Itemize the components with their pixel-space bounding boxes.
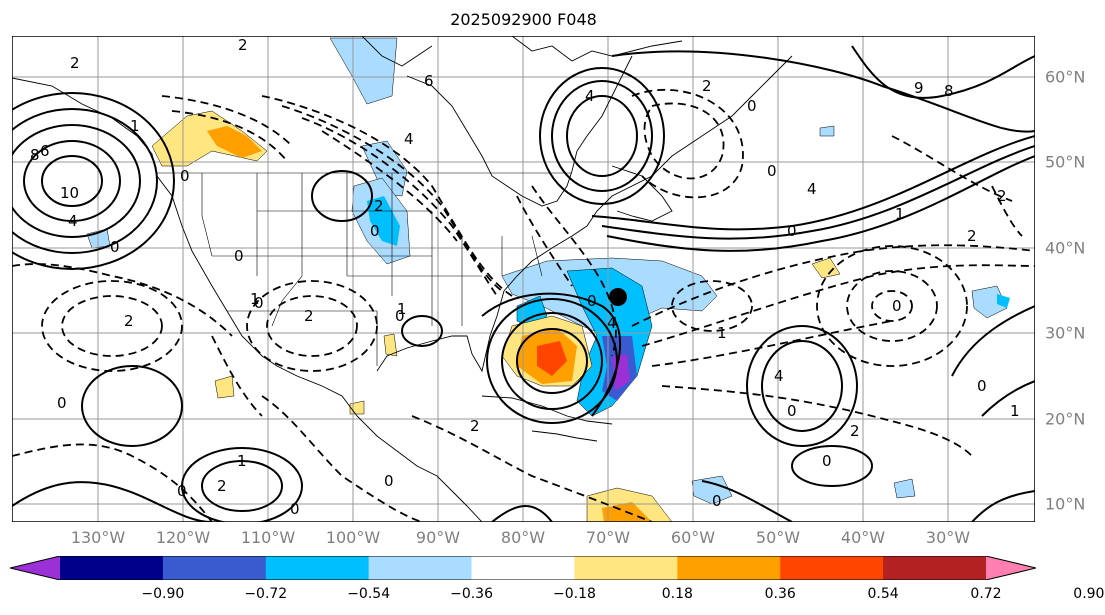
contour-label: 1 xyxy=(130,117,140,135)
colorbar-tick-label: −0.72 xyxy=(244,586,288,602)
colorbar-cell xyxy=(677,556,781,580)
contour-label: 0 xyxy=(177,482,187,500)
state-borders xyxy=(157,172,572,366)
contour-label: 0 xyxy=(822,452,832,470)
colorbar-tick-label: 0.36 xyxy=(764,586,796,602)
lon-label: 70°W xyxy=(585,528,631,547)
colorbar-extend-high xyxy=(986,556,1036,580)
colorbar-tick-label: −0.90 xyxy=(141,586,185,602)
contour-label: 0 xyxy=(787,402,797,420)
contour-label: 2 xyxy=(470,417,480,435)
contour-label: 4 xyxy=(607,314,617,332)
lon-label: 30°W xyxy=(925,528,971,547)
colorbar-cell xyxy=(162,556,267,580)
colorbar-cell xyxy=(368,556,473,580)
contour-label: 0 xyxy=(384,472,394,490)
colorbar-tick-label: 0.72 xyxy=(970,586,1002,602)
lon-label: 50°W xyxy=(755,528,801,547)
contour-label: 4 xyxy=(774,367,784,385)
lon-label: 130°W xyxy=(70,528,126,547)
lat-label: 10°N xyxy=(1045,494,1086,514)
solid-contours xyxy=(12,45,1035,522)
lat-label: 20°N xyxy=(1045,409,1086,429)
lat-label: 60°N xyxy=(1045,67,1086,87)
contour-label: 0 xyxy=(767,162,777,180)
lat-label: 50°N xyxy=(1045,152,1086,172)
colorbar-tick-label: −0.18 xyxy=(552,586,596,602)
contour-label: 4 xyxy=(585,87,595,105)
colorbar-cell xyxy=(883,556,987,580)
contour-label: 8 xyxy=(30,146,40,164)
contour-label: 4 xyxy=(404,130,414,148)
contour-label: 1 xyxy=(1010,402,1020,420)
lon-label: 100°W xyxy=(325,528,381,547)
lon-label: 110°W xyxy=(240,528,296,547)
contour-label: 10 xyxy=(60,184,79,202)
lon-label: 90°W xyxy=(415,528,461,547)
colorbar-cell xyxy=(574,556,678,580)
colorbar-tick-label: −0.36 xyxy=(450,586,493,602)
colorbar-tick-label: 0.18 xyxy=(661,586,693,602)
contour-label: 4 xyxy=(807,180,817,198)
contour-label: 1 xyxy=(250,290,260,308)
contour-label: 2 xyxy=(238,36,248,54)
contour-label: 0 xyxy=(57,394,67,412)
lat-label: 30°N xyxy=(1045,323,1086,343)
contour-label: 2 xyxy=(374,197,384,215)
contour-label: 0 xyxy=(234,247,244,265)
contour-label: 0 xyxy=(110,238,120,256)
contour-label: 8 xyxy=(944,82,954,100)
lat-label: 40°N xyxy=(1045,238,1086,258)
contour-label: 0 xyxy=(587,292,597,310)
contour-label: 0 xyxy=(180,167,190,185)
contour-label: 2 xyxy=(304,307,314,325)
dashed-contours xyxy=(12,88,1035,522)
contour-label: 2 xyxy=(217,477,227,495)
lon-label: 80°W xyxy=(500,528,546,547)
contour-label: 6 xyxy=(424,72,434,90)
contour-label: 0 xyxy=(747,97,757,115)
contour-label: 4 xyxy=(68,212,78,230)
contour-label: 1 xyxy=(237,452,247,470)
contour-label: 1 xyxy=(717,324,727,342)
colorbar xyxy=(10,556,1036,580)
contour-label: 2 xyxy=(702,77,712,95)
colorbar-tick-label: 0.54 xyxy=(867,586,899,602)
contour-label: 0 xyxy=(977,377,987,395)
contour-label: 0 xyxy=(395,307,405,325)
contour-labels: 2 2 6 4 2 0 0 9 8 4 6 10 8 4 0 1 0 4 0 2… xyxy=(30,36,1020,518)
contour-label: 2 xyxy=(850,422,860,440)
colorbar-extend-low xyxy=(10,556,60,580)
lon-label: 40°W xyxy=(840,528,886,547)
map-title: 2025092900 F048 xyxy=(450,10,597,29)
contour-label: 0 xyxy=(290,500,300,518)
colorbar-cell xyxy=(60,556,164,580)
colorbar-cell xyxy=(780,556,884,580)
contour-label: 1 xyxy=(397,300,407,318)
colorbar-tick-label: 0.90 xyxy=(1073,586,1105,602)
contour-label: 0 xyxy=(787,222,797,240)
lon-label: 60°W xyxy=(670,528,716,547)
contour-label: 1 xyxy=(895,205,905,223)
contour-label: 0 xyxy=(712,492,722,510)
contour-label: 0 xyxy=(370,222,380,240)
colorbar-cell xyxy=(265,556,370,580)
contour-label: 2 xyxy=(124,312,134,330)
contour-label: 9 xyxy=(914,79,924,97)
lon-label: 120°W xyxy=(155,528,211,547)
storm-center-marker xyxy=(609,288,627,306)
contour-label: 0 xyxy=(254,294,264,312)
contour-label: 0 xyxy=(892,297,902,315)
contour-label: 2 xyxy=(997,187,1007,205)
coastlines xyxy=(12,36,793,522)
contour-label: 6 xyxy=(40,142,50,160)
weather-map: 2 2 6 4 2 0 0 9 8 4 6 10 8 4 0 1 0 4 0 2… xyxy=(12,36,1035,522)
colorbar-cell xyxy=(471,556,575,580)
contour-label: 2 xyxy=(967,227,977,245)
colorbar-tick-label: −0.54 xyxy=(347,586,391,602)
contour-label: 2 xyxy=(70,54,80,72)
